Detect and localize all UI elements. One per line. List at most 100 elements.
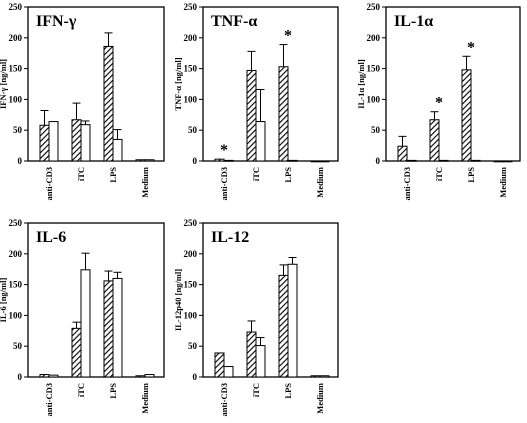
category-label: LPS	[108, 167, 118, 183]
plot-frame	[27, 222, 165, 378]
bar-open-medium	[144, 374, 155, 378]
significance-marker: *	[220, 142, 228, 159]
bar-open-lps	[112, 277, 123, 378]
y-axis-label: IL-1α [ng/ml]	[356, 59, 366, 109]
panel-1: 0 50 100 150 200 250 IFN-γ [ng/ml] IFN-γ anti-CD…	[0, 2, 165, 201]
y-tick-label: 50	[188, 341, 198, 351]
category-label: Medium	[498, 167, 508, 198]
bar-hatched-anti-cd3	[39, 374, 50, 378]
panel-title: IL-1α	[394, 13, 433, 30]
y-tick-label: 0	[18, 156, 23, 166]
panel-title: IFN-γ	[36, 13, 77, 30]
bar-hatched-lps	[461, 69, 472, 162]
y-tick-label: 100	[184, 310, 198, 320]
significance-marker: *	[284, 28, 292, 45]
bar-hatched-anti-cd3	[214, 352, 225, 378]
category-label: anti-CD3	[44, 167, 54, 201]
category-label: LPS	[283, 383, 293, 399]
bar-hatched-itc	[246, 331, 257, 378]
y-axis-label: TNF-α [ng/ml]	[173, 57, 183, 110]
y-tick-label: 150	[9, 280, 23, 290]
panel-3: 0 50 100 150 200 250 IL-1α [ng/ml] IL-1α anti-CD…	[356, 2, 521, 201]
panel-5: 0 50 100 150 200 250 IL-12p40 [ng/ml] IL-12 anti…	[173, 218, 339, 417]
y-tick-label: 150	[367, 64, 381, 74]
bar-open-itc	[255, 121, 266, 162]
bar-hatched-lps	[278, 66, 289, 162]
category-label: iTC	[434, 167, 444, 181]
y-tick-label: 0	[376, 156, 381, 166]
category-label: LPS	[108, 383, 118, 399]
bar-open-itc	[255, 345, 266, 378]
category-label: iTC	[76, 167, 86, 181]
y-tick-label: 150	[184, 64, 198, 74]
plot-frame	[202, 6, 339, 162]
y-tick-label: 200	[367, 33, 381, 43]
y-tick-label: 0	[193, 156, 198, 166]
bar-hatched-medium	[310, 160, 321, 163]
category-label: Medium	[140, 383, 150, 414]
y-tick-label: 50	[188, 125, 198, 135]
y-tick-label: 150	[184, 280, 198, 290]
category-label: Medium	[315, 167, 325, 198]
bar-hatched-medium	[493, 160, 504, 163]
panel-title: IL-12	[211, 229, 249, 246]
bar-open-medium	[144, 159, 155, 162]
category-label: LPS	[283, 167, 293, 183]
bar-open-medium	[502, 160, 513, 163]
category-label: iTC	[251, 383, 261, 397]
category-label: LPS	[466, 167, 476, 183]
y-tick-label: 0	[193, 372, 198, 382]
category-label: anti-CD3	[402, 167, 412, 201]
y-tick-label: 150	[9, 64, 23, 74]
panel-title: TNF-α	[211, 13, 257, 30]
y-tick-label: 250	[184, 218, 198, 228]
bar-hatched-lps	[103, 280, 114, 378]
plot-frame	[27, 6, 165, 162]
y-tick-label: 200	[184, 33, 198, 43]
y-tick-label: 250	[9, 2, 23, 12]
bar-open-itc	[80, 124, 91, 162]
y-tick-label: 200	[9, 249, 23, 259]
bar-open-lps	[470, 159, 481, 162]
y-tick-label: 0	[18, 372, 23, 382]
bar-open-lps	[287, 263, 298, 378]
category-label: Medium	[140, 167, 150, 198]
bar-hatched-itc	[71, 327, 82, 378]
plot-frame	[202, 222, 339, 378]
panel-4: 0 50 100 150 200 250 IL-6 [ng/ml] IL-6 anti-CD3 i…	[0, 218, 165, 417]
bar-open-medium	[319, 160, 330, 163]
y-tick-label: 100	[184, 94, 198, 104]
bar-open-anti-cd3	[223, 159, 234, 162]
panel-2: 0 50 100 150 200 250 TNF-α [ng/ml] TNF-α * anti-C…	[173, 2, 339, 201]
category-label: Medium	[315, 383, 325, 414]
bar-open-anti-cd3	[406, 159, 417, 162]
y-axis-label: IL-12p40 [ng/ml]	[173, 269, 183, 331]
bar-open-anti-cd3	[48, 374, 59, 378]
bar-open-itc	[80, 269, 91, 378]
y-tick-label: 50	[13, 125, 23, 135]
category-label: anti-CD3	[219, 167, 229, 201]
bar-open-itc	[438, 159, 449, 162]
bar-open-lps	[112, 138, 123, 162]
bar-open-anti-cd3	[48, 121, 59, 162]
significance-marker: *	[467, 39, 475, 56]
y-axis-label: IL-6 [ng/ml]	[0, 278, 8, 323]
bar-open-medium	[319, 375, 330, 378]
significance-marker: *	[435, 95, 443, 112]
y-axis-label: IFN-γ [ng/ml]	[0, 59, 8, 109]
y-tick-label: 100	[367, 94, 381, 104]
y-tick-label: 250	[184, 2, 198, 12]
category-label: anti-CD3	[44, 383, 54, 417]
panel-title: IL-6	[36, 229, 66, 246]
bar-hatched-anti-cd3	[39, 124, 50, 162]
bar-hatched-itc	[429, 119, 440, 162]
bar-hatched-medium	[135, 375, 146, 378]
y-tick-label: 250	[9, 218, 23, 228]
y-tick-label: 200	[9, 33, 23, 43]
bar-hatched-anti-cd3	[214, 158, 225, 162]
y-tick-label: 50	[13, 341, 23, 351]
bar-hatched-itc	[246, 69, 257, 162]
bar-hatched-medium	[310, 375, 321, 378]
bar-open-anti-cd3	[223, 366, 234, 378]
